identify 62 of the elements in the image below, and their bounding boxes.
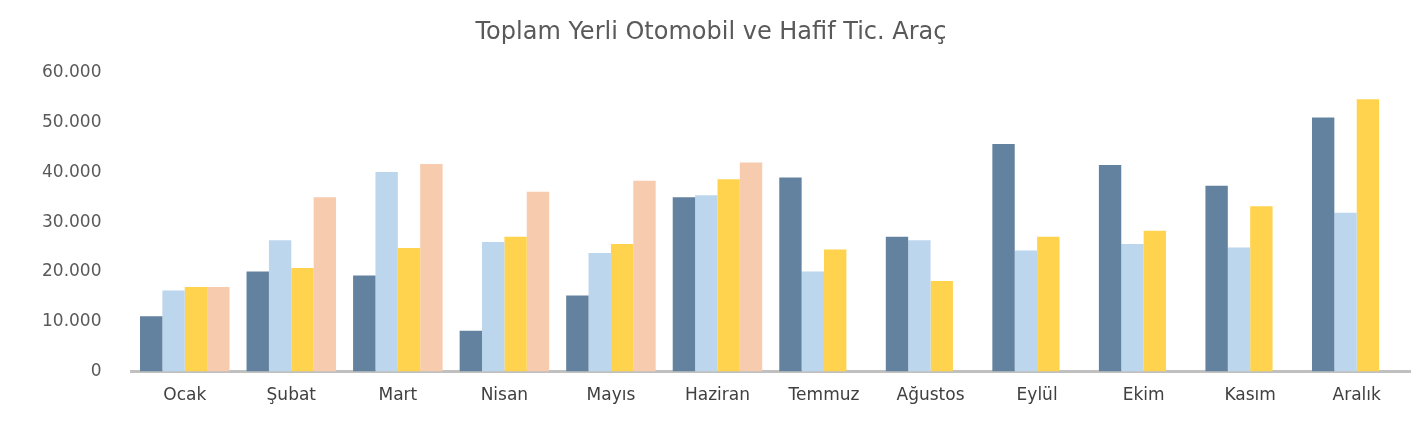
bar — [1205, 185, 1228, 372]
bar — [375, 171, 398, 372]
y-tick-label: 20.000 — [42, 260, 102, 281]
bar — [140, 316, 163, 372]
bar — [588, 253, 611, 372]
bar — [672, 197, 696, 372]
bar — [824, 249, 847, 372]
chart-title: Toplam Yerli Otomobil ve Hafif Tic. Araç — [474, 16, 947, 45]
bar — [610, 244, 634, 372]
bar — [1334, 212, 1357, 372]
y-tick-label: 0 — [90, 360, 102, 381]
x-tick-label: Ekim — [1122, 384, 1165, 405]
x-tick-label: Eylül — [1016, 384, 1058, 405]
x-tick-label: Ocak — [163, 384, 207, 405]
bar — [1356, 99, 1380, 372]
bar — [268, 240, 292, 372]
bar — [1014, 250, 1038, 372]
bar — [1037, 236, 1060, 372]
x-tick-label: Nisan — [480, 384, 529, 405]
bar — [566, 295, 589, 372]
bar — [739, 162, 763, 372]
bar — [459, 330, 483, 372]
bar — [184, 286, 208, 372]
bar — [801, 271, 825, 372]
x-tick-label: Kasım — [1224, 384, 1276, 405]
y-tick-label: 60.000 — [42, 61, 102, 82]
bar — [313, 197, 337, 372]
bar — [291, 268, 314, 372]
y-tick-label: 10.000 — [42, 310, 102, 331]
bar — [779, 177, 802, 372]
bar — [162, 290, 185, 372]
bar — [207, 286, 230, 372]
bar — [482, 242, 505, 372]
bar — [695, 195, 718, 372]
bar — [420, 163, 443, 372]
x-tick-label: Ağustos — [896, 384, 965, 405]
bar — [1121, 244, 1144, 372]
bar — [397, 248, 421, 372]
x-tick-label: Haziran — [684, 384, 750, 405]
bar — [930, 280, 953, 372]
bar — [1227, 247, 1251, 372]
bar — [1098, 164, 1122, 372]
bar — [526, 191, 550, 372]
x-tick-label: Şubat — [266, 384, 317, 405]
bar — [885, 236, 909, 372]
y-tick-label: 40.000 — [42, 160, 102, 181]
bar — [504, 236, 527, 372]
x-tick-label: Aralık — [1332, 384, 1382, 405]
bar — [633, 180, 656, 372]
bar — [1250, 206, 1273, 372]
x-tick-label: Mart — [378, 384, 418, 405]
x-tick-label: Mayıs — [586, 384, 636, 405]
bar — [1143, 230, 1167, 372]
bar — [353, 275, 376, 372]
x-tick-label: Temmuz — [787, 384, 860, 405]
bar — [246, 271, 269, 372]
bar — [992, 144, 1015, 372]
bar — [908, 240, 931, 372]
y-tick-label: 50.000 — [42, 111, 102, 132]
bar — [1311, 117, 1335, 372]
bar — [717, 179, 740, 372]
y-tick-label: 30.000 — [42, 210, 102, 231]
